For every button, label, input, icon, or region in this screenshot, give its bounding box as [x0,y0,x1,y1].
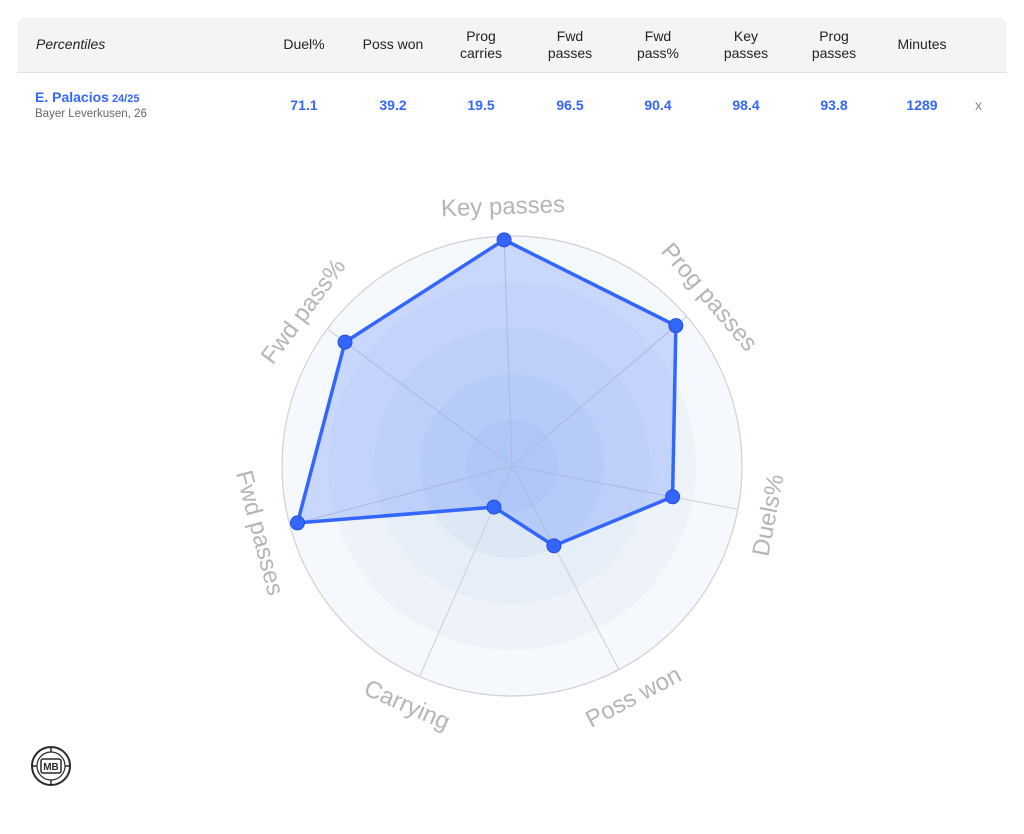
radar-point-2[interactable] [665,489,681,505]
column-header-line2: passes [547,44,593,61]
column-header-1[interactable]: Poss won [348,17,438,72]
player-club-age: Bayer Leverkusen, 26 [35,108,147,120]
column-header-7[interactable]: Minutes [877,17,967,72]
player-name[interactable]: E. Palacios [35,89,109,105]
radar-point-5[interactable] [289,515,305,531]
percentiles-label: Percentiles [36,36,106,52]
radar-polygon [295,238,678,548]
table-row: E. Palacios 24/25 Bayer Leverkusen, 26 71… [17,73,1007,137]
table-header: Percentiles Duel% Poss won Prog carries Fwd p… [17,17,1007,73]
column-header-line1: Prog [819,27,849,44]
radar-spoke-1 [511,316,688,467]
radar-spoke-3 [511,465,620,670]
column-header-line1: Minutes [897,36,947,52]
logo-text: MB [43,762,59,773]
column-header-line2: passes [723,44,769,61]
table-cell-5: 98.4 [732,97,760,113]
radar-spoke-5 [289,465,513,526]
radar-spoke-6 [326,328,513,467]
remove-player-button[interactable]: x [975,97,982,113]
radar-spoke-0 [503,236,513,467]
column-header-5[interactable]: Key passes [701,17,791,72]
radar-points [289,232,684,554]
table-cell-6: 93.8 [820,97,848,113]
mb-logo: MB [31,746,71,786]
table-cell-7: 1289 [906,97,938,113]
column-header-line1: Fwd [644,27,672,44]
radar-point-6[interactable] [337,334,353,350]
column-header-line2: passes [811,44,857,61]
column-header-line1: Duel% [283,36,325,52]
column-header-2[interactable]: Prog carries [436,17,526,72]
radar-spoke-2 [511,465,738,510]
column-header-line2: pass% [636,44,680,61]
radar-axis-label-2: Duels% [748,472,790,558]
table-cell-1: 39.2 [379,97,407,113]
column-header-line1: Poss won [362,36,424,52]
column-header-0[interactable]: Duel% [259,17,349,72]
table-cell-3: 96.5 [556,97,584,113]
radar-axis-label-5: Fwd passes [230,468,289,599]
column-header-6[interactable]: Prog passes [789,17,879,72]
column-header-4[interactable]: Fwd pass% [613,17,703,72]
player-cell[interactable]: E. Palacios 24/25 Bayer Leverkusen, 26 [35,89,147,120]
radar-axis-label-0: Key passes [440,191,565,222]
column-header-line1: Fwd [556,27,584,44]
column-header-line1: Key [733,27,759,44]
column-header-3[interactable]: Fwd passes [525,17,615,72]
radar-point-0[interactable] [496,232,512,248]
player-season: 24/25 [111,93,140,105]
table-cell-2: 19.5 [467,97,495,113]
column-header-line1: Prog [466,27,496,44]
table-cell-0: 71.1 [290,97,318,113]
table-cell-4: 90.4 [644,97,672,113]
radar-point-1[interactable] [668,318,684,334]
percentiles-table: Percentiles Duel% Poss won Prog carries Fwd p… [17,17,1007,137]
radar-point-4[interactable] [486,499,502,515]
column-header-line2: carries [459,44,502,61]
radar-point-3[interactable] [546,538,562,554]
